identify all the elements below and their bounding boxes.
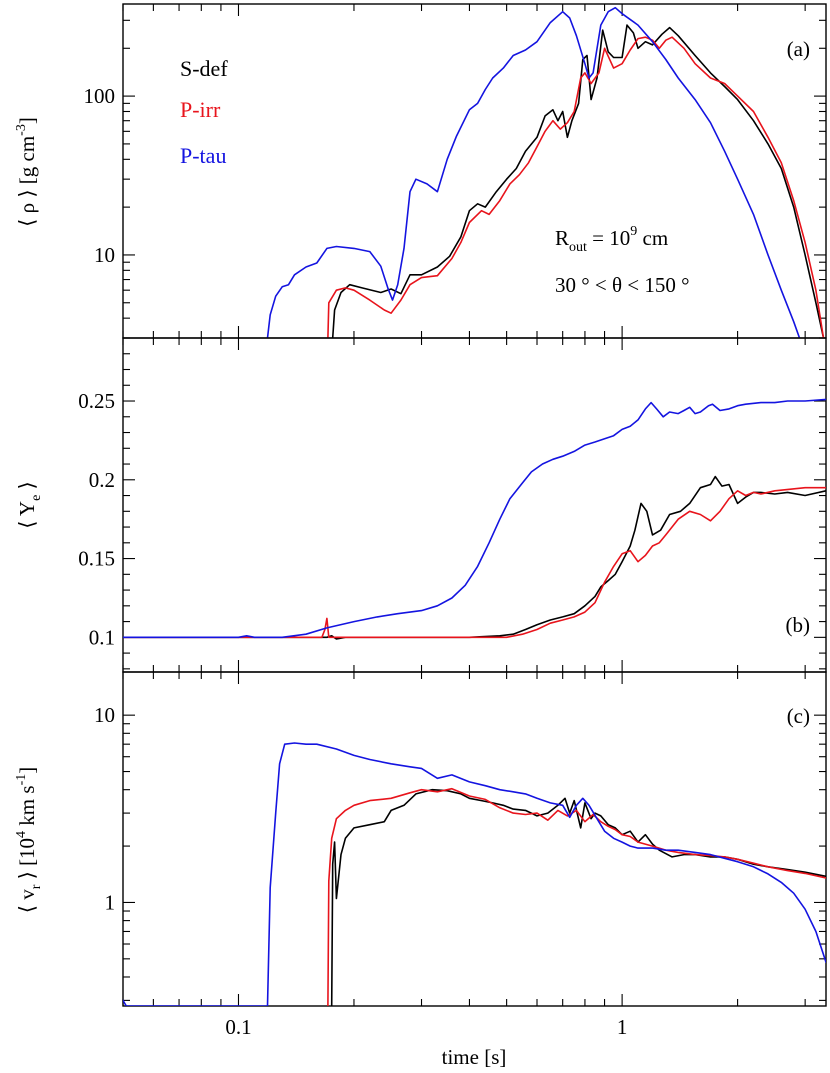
series-p-tau-panel-a <box>266 6 801 338</box>
y-tick-label: 10 <box>94 703 115 727</box>
panel-a-ticks: 10 100 <box>84 4 826 339</box>
series-p-tau-panel-c <box>123 742 826 1006</box>
panel-c-ylabel-sub: r <box>29 884 44 889</box>
panel-c-ylabel-sup: 4 <box>14 831 29 838</box>
panel-c-radial-velocity: 1 10 (c) ⟨ vr ⟩ [104 km s-1] <box>14 671 827 1007</box>
series-s-def-panel-b <box>123 475 826 640</box>
y-tick-label: 0.2 <box>89 468 115 492</box>
panel-a-ylabel-close: ] <box>15 117 39 124</box>
series-s-def-panel-c <box>330 788 826 1006</box>
rout-sub: out <box>569 240 587 255</box>
panel-c-ylabel-unit: km s <box>15 785 39 831</box>
panel-b-ticks: 0.1 0.15 0.2 0.25 <box>78 337 826 672</box>
panel-b-ylabel-close: ⟩ <box>15 481 39 494</box>
series-p-irr-panel-a <box>327 36 825 338</box>
panel-a-ylabel-main: ⟨ ρ ⟩ [g cm <box>15 136 39 227</box>
panel-b-ylabel-main: ⟨ Y <box>15 501 39 529</box>
panel-c-ticks: 1 10 <box>94 672 826 1006</box>
annotation-rout: Rout = 109 cm <box>555 224 668 255</box>
x-axis-label: time [s] <box>442 1045 507 1069</box>
y-tick-label: 0.25 <box>78 389 115 413</box>
y-tick-label: 10 <box>94 243 115 267</box>
panel-c-tag: (c) <box>787 704 810 728</box>
rout-unit: cm <box>637 226 668 250</box>
x-tick-label: 1 <box>617 1015 628 1039</box>
panel-c-series <box>123 742 826 1006</box>
panel-b-electron-fraction: 0.1 0.15 0.2 0.25 (b) ⟨ Ye ⟩ <box>15 337 827 673</box>
panel-c-ylabel: ⟨ vr ⟩ [104 km s-1] <box>14 767 44 914</box>
panel-a-frame <box>122 3 827 339</box>
rout-eq: = 10 <box>587 226 630 250</box>
legend-entry-p-irr: P-irr <box>180 97 221 122</box>
panel-c-ylabel-mid: ⟩ [10 <box>15 838 39 885</box>
panel-b-series <box>123 398 826 640</box>
panel-c-ylabel-close: ] <box>15 767 39 774</box>
panel-a-tag: (a) <box>787 37 810 61</box>
legend: S-def P-irr P-tau <box>180 56 228 168</box>
y-tick-label: 0.15 <box>78 547 115 571</box>
panel-a-series <box>266 6 825 338</box>
series-p-irr-panel-b <box>123 486 826 639</box>
panel-b-tag: (b) <box>786 613 811 637</box>
series-p-tau-panel-b <box>123 398 826 639</box>
legend-entry-p-tau: P-tau <box>180 143 226 168</box>
y-tick-label: 100 <box>84 84 116 108</box>
panel-c-ylabel-sup2: -1 <box>14 774 29 786</box>
panel-b-ylabel: ⟨ Ye ⟩ <box>15 481 44 529</box>
series-p-irr-panel-c <box>327 787 826 1006</box>
panel-b-ylabel-sub: e <box>29 495 44 501</box>
y-tick-label: 1 <box>105 890 116 914</box>
rout-exp: 9 <box>630 224 637 239</box>
x-axis: 0.1 1 <box>225 1015 627 1039</box>
panel-c-ylabel-main: ⟨ v <box>15 889 39 913</box>
panel-a-density: 10 100 (a) S-def P-irr P-tau Rout = 109 c… <box>14 3 827 339</box>
x-tick-label: 0.1 <box>225 1015 251 1039</box>
annotation-theta-range: 30 ° < θ < 150 ° <box>555 273 690 297</box>
series-s-def-panel-a <box>331 24 825 338</box>
panel-a-ylabel: ⟨ ρ ⟩ [g cm-3] <box>14 117 39 227</box>
rout-base: R <box>555 226 569 250</box>
panel-b-frame <box>122 337 827 673</box>
panel-a-ylabel-sup: -3 <box>14 124 29 136</box>
legend-entry-s-def: S-def <box>180 56 228 81</box>
panel-c-frame <box>122 671 827 1007</box>
y-tick-label: 0.1 <box>89 625 115 649</box>
